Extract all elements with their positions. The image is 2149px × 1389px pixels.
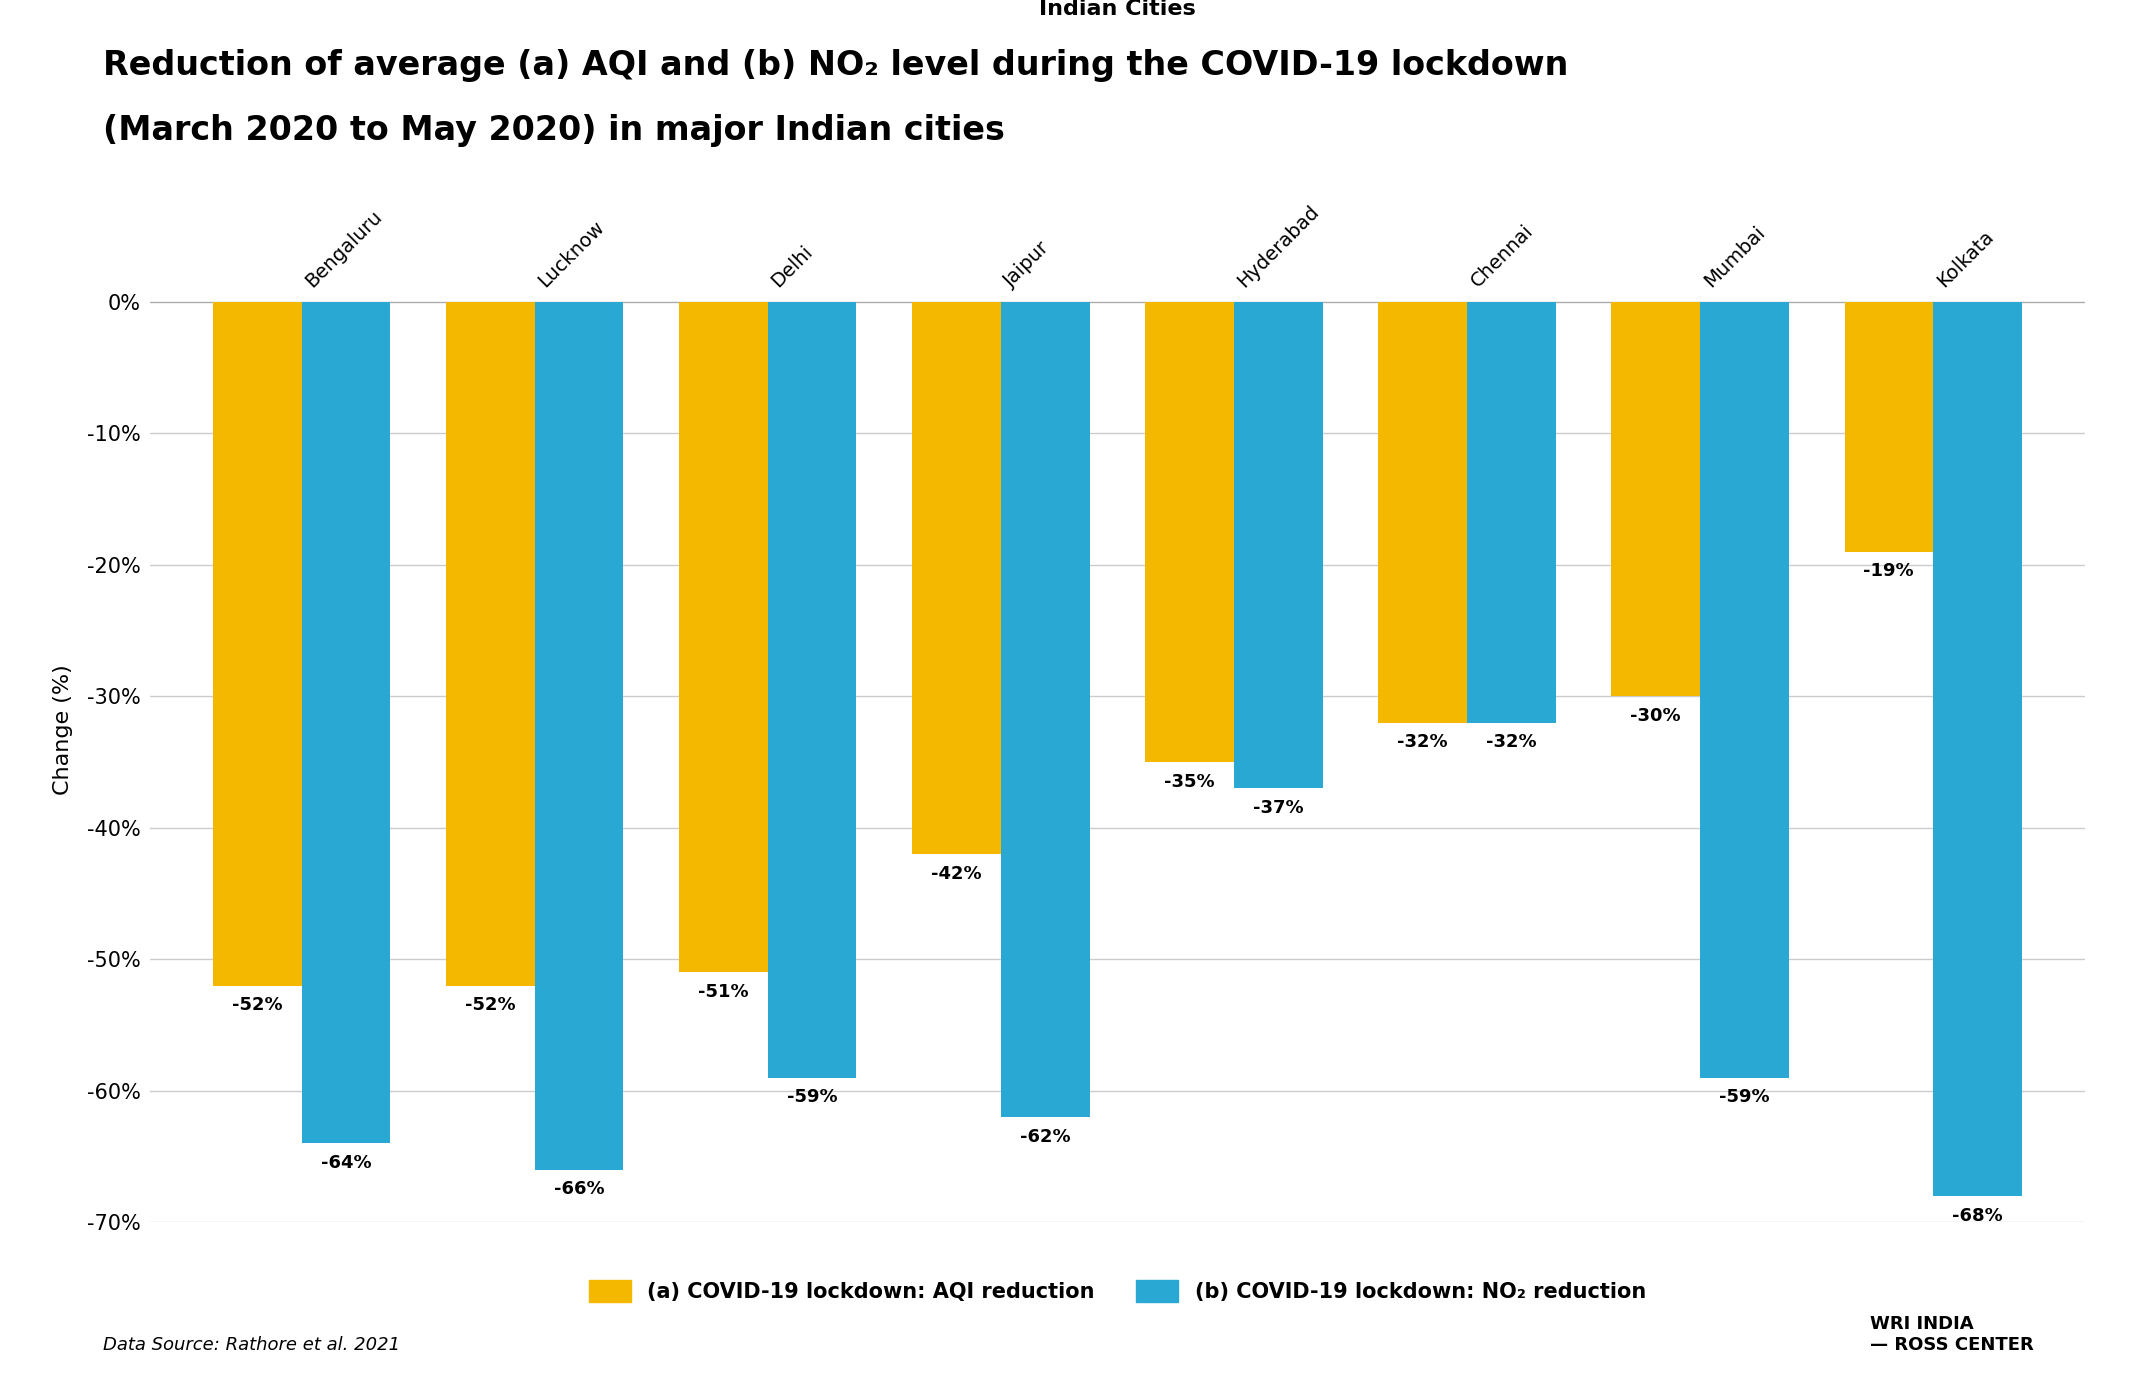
Bar — [1001, 301, 1090, 1117]
Bar — [1234, 301, 1322, 789]
Text: Delhi: Delhi — [767, 242, 817, 290]
Bar — [767, 301, 857, 1078]
Text: -68%: -68% — [1951, 1207, 2003, 1225]
Text: Data Source: Rathore et al. 2021: Data Source: Rathore et al. 2021 — [103, 1336, 400, 1354]
Bar — [1468, 301, 1556, 722]
Text: Jaipur: Jaipur — [1001, 238, 1053, 290]
Text: -37%: -37% — [1253, 799, 1304, 817]
Legend: (a) COVID-19 lockdown: AQI reduction, (b) COVID-19 lockdown: NO₂ reduction: (a) COVID-19 lockdown: AQI reduction, (b… — [580, 1272, 1655, 1311]
Bar — [1378, 301, 1468, 722]
Y-axis label: Change (%): Change (%) — [54, 664, 73, 795]
Text: Bengaluru: Bengaluru — [301, 207, 387, 290]
Text: -42%: -42% — [931, 865, 982, 882]
Bar — [1612, 301, 1700, 696]
Bar — [1700, 301, 1788, 1078]
Text: -32%: -32% — [1485, 733, 1537, 751]
Text: -66%: -66% — [554, 1181, 604, 1199]
Text: Mumbai: Mumbai — [1700, 222, 1769, 290]
Text: -51%: -51% — [698, 983, 750, 1001]
Text: -62%: -62% — [1021, 1128, 1070, 1146]
Text: -59%: -59% — [1719, 1088, 1769, 1106]
Text: Kolkata: Kolkata — [1934, 226, 1996, 290]
Text: Chennai: Chennai — [1468, 221, 1537, 290]
Text: -64%: -64% — [320, 1154, 372, 1172]
Bar — [679, 301, 767, 972]
Text: -59%: -59% — [787, 1088, 838, 1106]
Bar — [213, 301, 301, 986]
Bar — [447, 301, 535, 986]
Text: -30%: -30% — [1631, 707, 1681, 725]
Text: (March 2020 to May 2020) in major Indian cities: (March 2020 to May 2020) in major Indian… — [103, 114, 1006, 147]
Bar — [1145, 301, 1234, 763]
Bar — [301, 301, 391, 1143]
Bar — [535, 301, 623, 1170]
Text: Indian Cities: Indian Cities — [1040, 0, 1195, 19]
Text: -19%: -19% — [1863, 563, 1915, 581]
Bar — [913, 301, 1001, 854]
Text: Lucknow: Lucknow — [535, 217, 608, 290]
Text: WRI INDIA
— ROSS CENTER: WRI INDIA — ROSS CENTER — [1870, 1315, 2033, 1354]
Text: -52%: -52% — [232, 996, 284, 1014]
Text: -35%: -35% — [1165, 772, 1214, 790]
Text: Reduction of average (a) AQI and (b) NO₂ level during the COVID-19 lockdown: Reduction of average (a) AQI and (b) NO₂… — [103, 49, 1569, 82]
Text: -52%: -52% — [466, 996, 516, 1014]
Bar — [1934, 301, 2022, 1196]
Bar — [1844, 301, 1934, 551]
Text: -32%: -32% — [1397, 733, 1448, 751]
Text: Hyderabad: Hyderabad — [1234, 201, 1324, 290]
